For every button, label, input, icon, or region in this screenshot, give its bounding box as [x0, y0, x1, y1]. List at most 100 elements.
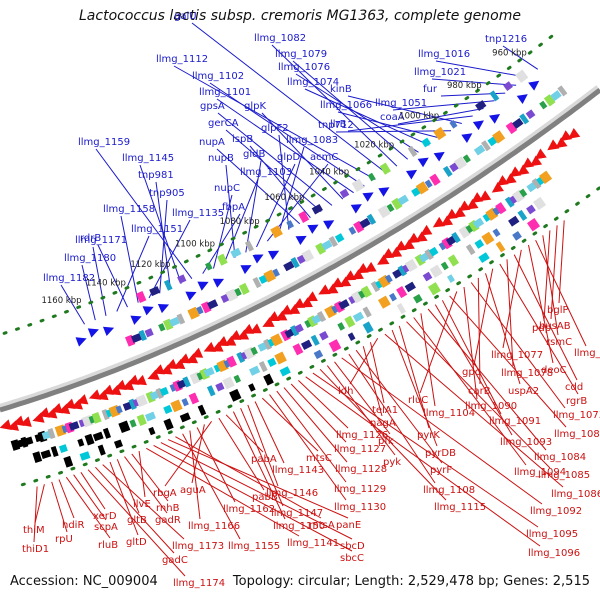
- inner-rna-block: [77, 438, 85, 447]
- inner-rna-block: [40, 449, 52, 460]
- forward-gene-arrow: [142, 306, 154, 316]
- gene-leader-line: [420, 313, 436, 407]
- gene-leader-line: [225, 414, 264, 453]
- outer-feature-block: [550, 90, 562, 102]
- outer-dotted-scale: [0, 31, 558, 337]
- inner-feature-block: [404, 258, 418, 273]
- gene-label: glpD: [277, 152, 300, 163]
- gene-label: llmg_1174: [173, 578, 225, 589]
- reverse-gene-arrow: [466, 198, 479, 210]
- inner-feature-block: [331, 305, 339, 314]
- gene-leader-line: [535, 239, 587, 347]
- inner-feature-block: [199, 368, 210, 381]
- gene-leader-line: [102, 464, 185, 540]
- outer-feature-block: [359, 217, 371, 229]
- outer-feature-block: [334, 233, 345, 243]
- gene-label: panE: [336, 520, 361, 531]
- gene-leader-line: [153, 444, 353, 552]
- gene-leader-line: [406, 321, 551, 469]
- inner-feature-block: [24, 436, 34, 446]
- outer-rna-block: [136, 291, 147, 303]
- forward-gene-arrow: [130, 315, 142, 325]
- gene-leader-line: [528, 244, 554, 364]
- gene-leader-line: [216, 98, 354, 194]
- reverse-gene-arrow: [147, 369, 160, 380]
- gene-leader-line: [348, 353, 436, 484]
- inner-green-block: [229, 388, 242, 402]
- gene-label: llmg_1115: [434, 502, 486, 513]
- kbp-tick-label: 1100 kbp: [175, 239, 215, 249]
- gene-label: fur: [423, 84, 438, 95]
- gene-leader-line: [384, 333, 564, 488]
- gene-leader-line: [341, 357, 543, 505]
- gene-leader-line: [427, 308, 547, 451]
- inner-rna-block: [170, 399, 183, 413]
- reverse-gene-arrow: [305, 291, 318, 302]
- outer-feature-block: [176, 313, 186, 325]
- gene-label: llmg_1085: [538, 470, 590, 481]
- inner-green-block: [79, 451, 91, 461]
- gene-label: llmg_1162: [223, 504, 275, 515]
- gene-leader-line: [191, 424, 205, 484]
- gene-label: gpsA: [200, 101, 225, 112]
- gene-label: sbcC: [340, 553, 364, 564]
- outer-feature-block: [315, 242, 327, 255]
- gene-leader-line: [449, 295, 567, 428]
- inner-feature-block: [172, 379, 183, 392]
- kbp-tick-label: 960 kbp: [492, 48, 527, 58]
- gene-leader-line: [499, 263, 579, 395]
- outer-feature-block: [481, 140, 491, 152]
- gene-label: llmg_1094: [514, 467, 566, 478]
- gene-leader-line: [217, 112, 333, 206]
- gene-leader-line: [247, 404, 279, 487]
- inner-feature-block: [360, 285, 372, 298]
- inner-rna-block: [129, 419, 137, 428]
- inner-green-block: [279, 366, 291, 377]
- gene-leader-line: [319, 368, 447, 501]
- outer-feature-block: [283, 260, 295, 272]
- inner-feature-block: [236, 351, 246, 364]
- inner-feature-block: [250, 346, 258, 356]
- inner-feature-block: [304, 319, 312, 328]
- gene-label: llmg_1078: [501, 368, 553, 379]
- gene-label: llrB: [330, 119, 347, 130]
- inner-green-block: [197, 404, 207, 416]
- gene-label: llmg_1102: [192, 71, 244, 82]
- inner-rna-block: [118, 420, 131, 434]
- inner-green-block: [148, 426, 156, 436]
- outer-feature-block: [252, 276, 262, 289]
- reverse-gene-arrow: [364, 261, 377, 273]
- gene-label: gltD: [126, 537, 147, 548]
- inner-feature-block: [223, 359, 231, 368]
- gene-label: pyrK: [417, 430, 440, 441]
- inner-rna-block: [429, 264, 443, 278]
- gene-leader-line: [216, 148, 301, 225]
- gene-leader-line: [513, 254, 578, 381]
- accession-label: Accession: NC_009004: [10, 574, 158, 589]
- kbp-tick-label: 1040 kbp: [309, 168, 349, 178]
- gene-leader-line: [362, 346, 383, 417]
- inner-feature-block: [169, 383, 177, 392]
- outer-rna-block: [298, 210, 310, 223]
- inner-rna-block: [50, 445, 59, 458]
- gene-leader-line: [146, 447, 300, 537]
- forward-gene-arrow: [267, 250, 280, 260]
- inner-rna-block: [352, 311, 365, 323]
- gene-label: llmg_1108: [423, 485, 475, 496]
- gene-label: llmg_1073: [553, 410, 600, 421]
- forward-gene-arrow: [252, 254, 264, 264]
- gene-label: llmg_1150: [273, 521, 325, 532]
- gene-leader-line: [131, 453, 169, 502]
- gene-label: pabB: [252, 492, 278, 503]
- gene-label: glpK: [244, 101, 266, 112]
- reverse-gene-arrow: [402, 239, 415, 250]
- gene-leader-line: [355, 349, 443, 464]
- outer-feature-block: [462, 154, 471, 164]
- reverse-gene-arrow: [211, 341, 224, 352]
- inner-feature-block: [370, 281, 381, 293]
- inner-rna-block: [249, 365, 261, 376]
- gene-leader-line: [164, 421, 213, 487]
- gene-label: llmg_1081: [554, 429, 600, 440]
- gene-leader-line: [304, 88, 430, 146]
- outer-feature-block: [234, 287, 242, 297]
